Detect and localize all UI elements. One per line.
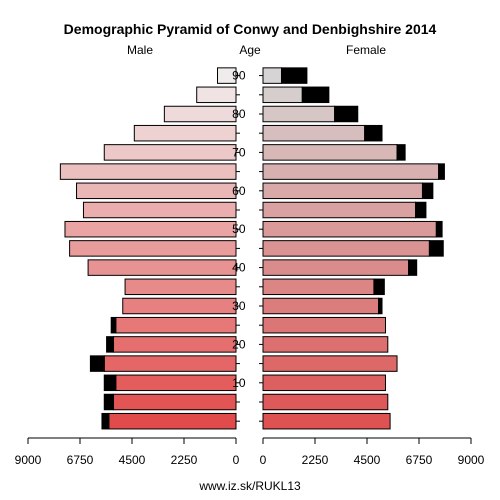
female-bar-15-19 bbox=[262, 355, 398, 372]
male-bar-30-34 bbox=[122, 297, 237, 315]
female-bar-90+ bbox=[262, 67, 282, 84]
male-bar-40-44 bbox=[87, 259, 237, 276]
female-bar-25-29 bbox=[262, 316, 386, 334]
female-bar-45-49 bbox=[262, 240, 430, 257]
male-excess-0-4 bbox=[101, 412, 110, 430]
male-bar-55-59 bbox=[82, 201, 237, 219]
female-label: Female bbox=[346, 43, 386, 57]
male-bar-25-29 bbox=[115, 316, 237, 334]
female-bar-60-64 bbox=[262, 182, 423, 200]
male-excess-5-9 bbox=[103, 393, 115, 411]
female-bar-10-14 bbox=[262, 374, 386, 392]
age-tick-label: 80 bbox=[232, 107, 246, 121]
female-bar-20-24 bbox=[262, 336, 389, 353]
female-bar-80-84 bbox=[262, 105, 336, 123]
bars-layer bbox=[59, 67, 445, 430]
age-tick-label: 70 bbox=[232, 145, 246, 159]
x-tick-label-left: 2250 bbox=[171, 453, 198, 467]
female-excess-50-54 bbox=[435, 220, 443, 238]
female-excess-35-39 bbox=[373, 278, 385, 296]
age-tick-label: 20 bbox=[232, 337, 246, 351]
female-bar-65-69 bbox=[262, 163, 440, 180]
female-bar-40-44 bbox=[262, 259, 410, 276]
age-tick-label: 60 bbox=[232, 184, 246, 198]
female-excess-65-69 bbox=[438, 163, 445, 180]
age-tick-label: 90 bbox=[232, 69, 246, 83]
female-excess-40-44 bbox=[408, 259, 418, 276]
male-bar-75-79 bbox=[133, 124, 237, 142]
x-tick-label-right: 0 bbox=[260, 453, 267, 467]
female-excess-45-49 bbox=[428, 240, 444, 257]
x-tick-label-left: 6750 bbox=[67, 453, 94, 467]
female-bar-75-79 bbox=[262, 124, 366, 142]
female-excess-70-74 bbox=[396, 144, 406, 161]
female-excess-80-84 bbox=[334, 105, 359, 123]
female-excess-75-79 bbox=[364, 124, 383, 142]
age-tick-label: 10 bbox=[232, 376, 246, 390]
male-excess-10-14 bbox=[103, 374, 117, 392]
male-bar-50-54 bbox=[64, 220, 237, 238]
male-bar-65-69 bbox=[59, 163, 237, 180]
male-excess-15-19 bbox=[89, 355, 105, 372]
female-bar-5-9 bbox=[262, 393, 389, 411]
female-bar-85-89 bbox=[262, 86, 303, 104]
male-bar-45-49 bbox=[69, 240, 237, 257]
age-tick-label: 40 bbox=[232, 261, 246, 275]
x-tick-label-right: 2250 bbox=[302, 453, 329, 467]
axes-layer: 9000 6750 4500 2250 0 0 2250 4500 6750 9000 10 20 30… bbox=[15, 69, 485, 467]
male-excess-25-29 bbox=[110, 316, 117, 334]
male-bar-70-74 bbox=[103, 144, 237, 161]
footer-url[interactable]: www.iz.sk/RUKL13 bbox=[198, 479, 301, 493]
chart-title: Demographic Pyramid of Conwy and Denbigh… bbox=[64, 21, 437, 37]
male-bar-5-9 bbox=[113, 393, 237, 411]
male-bar-60-64 bbox=[76, 182, 237, 200]
male-bar-20-24 bbox=[113, 336, 237, 353]
female-bar-50-54 bbox=[262, 220, 437, 238]
x-tick-label-right: 4500 bbox=[354, 453, 381, 467]
female-excess-60-64 bbox=[421, 182, 434, 200]
male-bar-85-89 bbox=[196, 86, 237, 104]
x-tick-label-left: 4500 bbox=[119, 453, 146, 467]
female-excess-30-34 bbox=[378, 297, 383, 315]
x-tick-label-right: 9000 bbox=[458, 453, 485, 467]
male-bar-15-19 bbox=[103, 355, 237, 372]
x-tick-label-left: 9000 bbox=[15, 453, 42, 467]
male-excess-20-24 bbox=[106, 336, 115, 353]
female-excess-55-59 bbox=[415, 201, 427, 219]
female-bar-0-4 bbox=[262, 412, 391, 430]
age-label: Age bbox=[239, 43, 261, 57]
male-bar-80-84 bbox=[163, 105, 237, 123]
male-bar-0-4 bbox=[108, 412, 237, 430]
female-bar-30-34 bbox=[262, 297, 380, 315]
male-label: Male bbox=[127, 43, 153, 57]
female-excess-85-89 bbox=[301, 86, 330, 104]
x-tick-label-right: 6750 bbox=[406, 453, 433, 467]
male-bar-10-14 bbox=[115, 374, 237, 392]
female-bar-70-74 bbox=[262, 144, 398, 161]
age-tick-label: 30 bbox=[232, 299, 246, 313]
female-bar-35-39 bbox=[262, 278, 375, 296]
male-bar-35-39 bbox=[124, 278, 237, 296]
female-excess-90+ bbox=[280, 67, 308, 84]
age-tick-label: 50 bbox=[232, 222, 246, 236]
female-bar-55-59 bbox=[262, 201, 417, 219]
x-tick-label-left: 0 bbox=[233, 453, 240, 467]
